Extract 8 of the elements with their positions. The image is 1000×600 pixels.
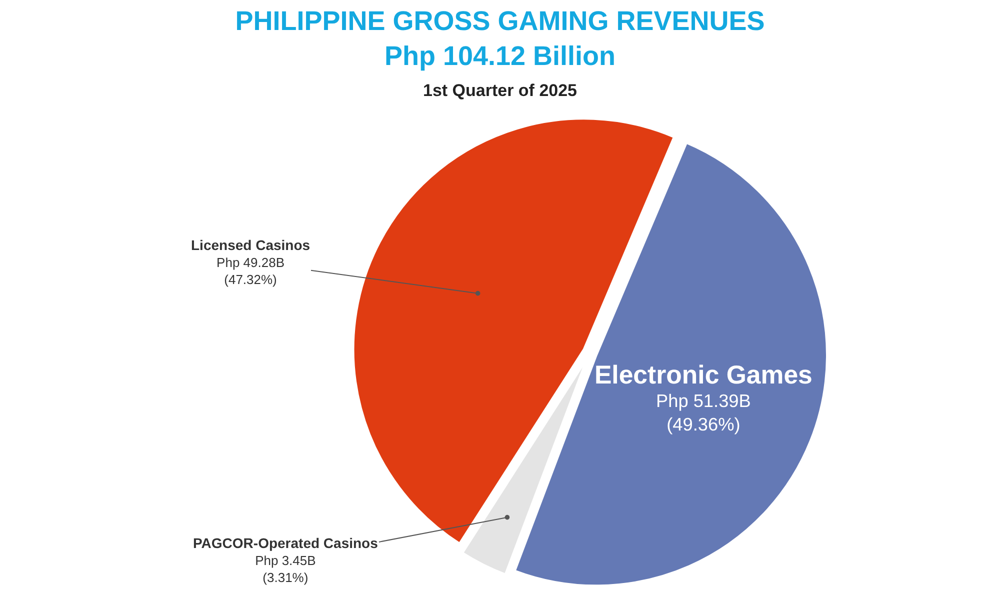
slice-label: Electronic Games [594, 361, 812, 390]
slice-label: Licensed Casinos [191, 237, 310, 253]
chart-title: PHILIPPINE GROSS GAMING REVENUES Php 104.12 Billion [235, 6, 765, 72]
data-label: Php 3.45B (3.31%) [255, 552, 316, 585]
data-label: Php 51.39B (49.36%) [656, 391, 751, 435]
chart-subtitle: 1st Quarter of 2025 [423, 81, 578, 100]
slice-label: PAGCOR-Operated Casinos [193, 535, 378, 551]
data-label: Php 49.28B (47.32%) [216, 254, 284, 287]
